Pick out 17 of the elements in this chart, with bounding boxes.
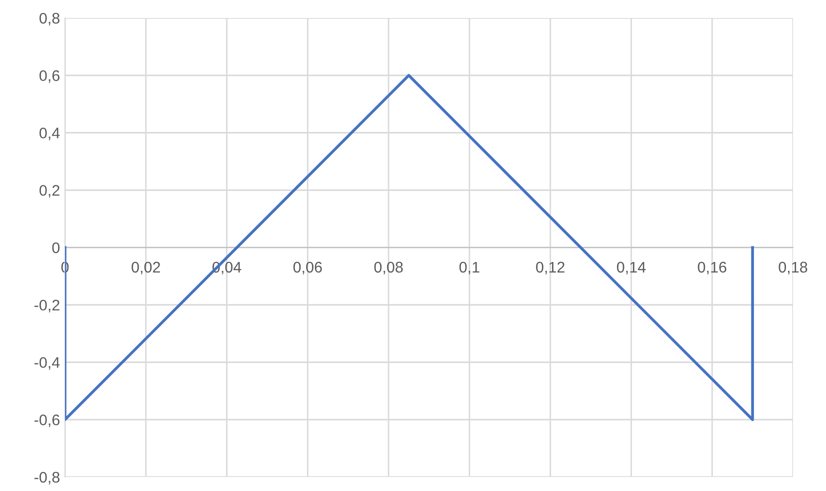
y-tick-label: 0,8 xyxy=(40,12,60,26)
y-tick-label: 0,2 xyxy=(40,184,60,198)
y-tick-label: -0,4 xyxy=(34,357,60,370)
x-tick-label: 0,14 xyxy=(616,262,646,274)
x-tick-label: 0,08 xyxy=(374,262,403,274)
x-tick-label: 0,12 xyxy=(536,262,564,274)
x-tick-label: 0,02 xyxy=(132,262,160,274)
y-tick-label: -0,2 xyxy=(34,300,60,312)
x-tick-label: 0,18 xyxy=(778,262,808,274)
x-tick-label: 0,06 xyxy=(293,262,322,274)
y-tick-label: -0,6 xyxy=(34,414,60,428)
x-tick-label: 0,16 xyxy=(698,262,726,274)
y-tick-label: 0,4 xyxy=(40,128,60,140)
y-tick-label: -0,8 xyxy=(34,472,60,484)
x-tick-label: 0,1 xyxy=(459,262,480,274)
y-tick-label: 0 xyxy=(52,242,60,254)
y-tick-label: 0,6 xyxy=(40,70,60,83)
